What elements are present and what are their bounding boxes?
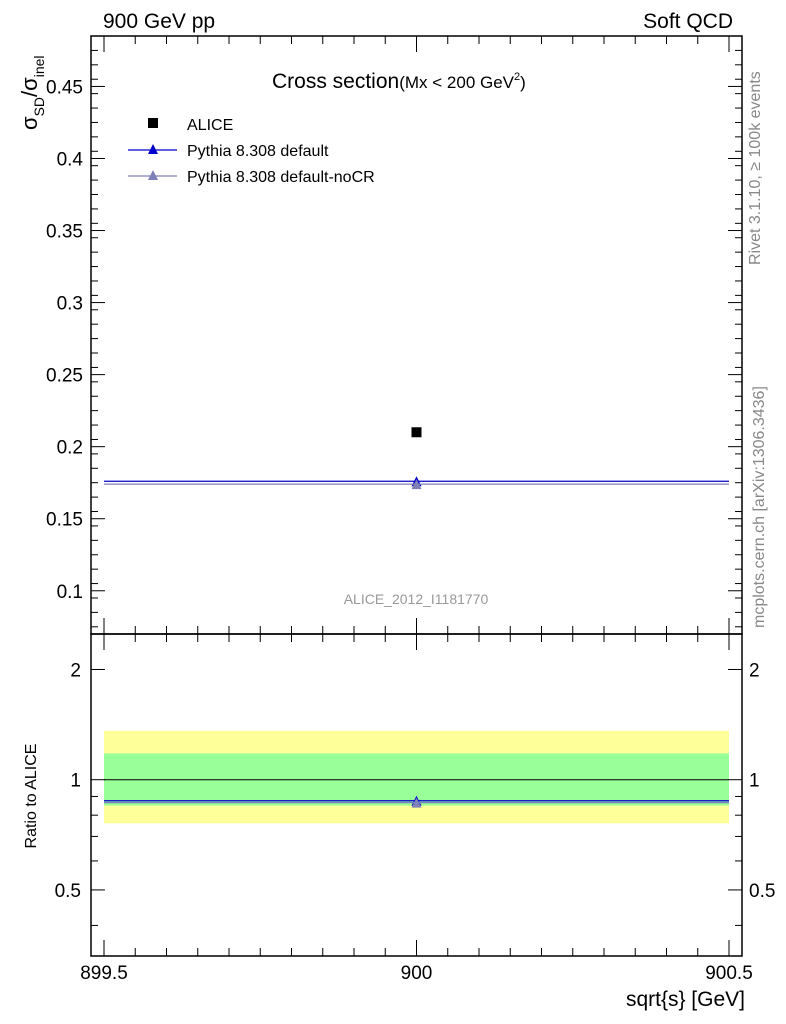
main-ytick-label: 0.4	[57, 149, 84, 170]
legend-label-nocr: Pythia 8.308 default-noCR	[187, 169, 375, 186]
mcplots-label: mcplots.cern.ch [arXiv:1306.3436]	[751, 386, 768, 628]
ratio-panel-marks	[104, 795, 729, 808]
ratio-ytick-label-left: 0.5	[55, 881, 81, 902]
main-title-text: Cross section	[272, 70, 399, 93]
legend-marker-default	[148, 144, 158, 154]
main-ytick-label: 0.1	[57, 582, 83, 603]
xtick-label: 899.5	[80, 963, 128, 984]
legend: ALICE Pythia 8.308 default Pythia 8.308 …	[128, 117, 375, 186]
mc-marker-nocr	[411, 479, 422, 490]
energy-label: 900 GeV pp	[103, 10, 215, 33]
ylabel-sub1: SD	[31, 97, 47, 116]
ylabel-sigma2: σ	[17, 77, 42, 91]
main-ytick-label: 0.3	[57, 294, 83, 315]
ylabel-slash: /	[17, 90, 42, 97]
main-ytick-label: 0.25	[46, 366, 83, 387]
main-ytick-label: 0.15	[46, 510, 83, 531]
plot-frames: 0.1 0.15 0.2 0.25 0.3 0.35 0.4 0.45 0.5 0.5 1 1 2 2 89…	[46, 35, 775, 984]
process-label: Soft QCD	[643, 10, 733, 33]
data-point-data	[411, 427, 422, 438]
legend-label-default: Pythia 8.308 default	[187, 143, 329, 160]
ylabel-sigma1: σ	[17, 116, 42, 130]
ratio-ytick-label-left: 2	[70, 660, 81, 681]
x-axis-label: sqrt{s} [GeV]	[626, 988, 745, 1011]
ratio-ylabel: Ratio to ALICE	[23, 744, 40, 849]
ratio-ytick-label-left: 1	[70, 771, 81, 792]
main-ytick-label: 0.2	[57, 438, 83, 459]
ylabel-sub2: inel	[31, 55, 47, 77]
legend-marker-nocr	[148, 170, 158, 180]
main-title-sub: (Mx < 200 GeV	[399, 73, 514, 92]
analysis-label: ALICE_2012_I1181770	[344, 591, 489, 607]
legend-marker-alice	[148, 118, 158, 128]
ratio-ytick-label-right: 0.5	[749, 881, 775, 902]
main-ylabel: σSD/σinel	[17, 55, 47, 130]
main-ytick-label: 0.45	[46, 77, 83, 98]
main-panel-marks	[104, 427, 729, 490]
main-title-sup: 2	[514, 71, 520, 83]
ratio-ytick-label-right: 2	[749, 660, 760, 681]
main-title-close: )	[520, 73, 526, 92]
main-title: Cross section(Mx < 200 GeV2)	[272, 70, 526, 93]
ratio-uncertainty-bands	[104, 730, 729, 824]
ratio-ytick-label-right: 1	[749, 771, 760, 792]
main-ytick-label: 0.35	[46, 222, 83, 243]
legend-label-alice: ALICE	[187, 117, 233, 134]
xtick-label: 900	[401, 963, 433, 984]
rivet-label: Rivet 3.1.10, ≥ 100k events	[747, 71, 764, 265]
ratio-marker-nocr	[411, 797, 422, 808]
xtick-label: 900.5	[705, 963, 753, 984]
